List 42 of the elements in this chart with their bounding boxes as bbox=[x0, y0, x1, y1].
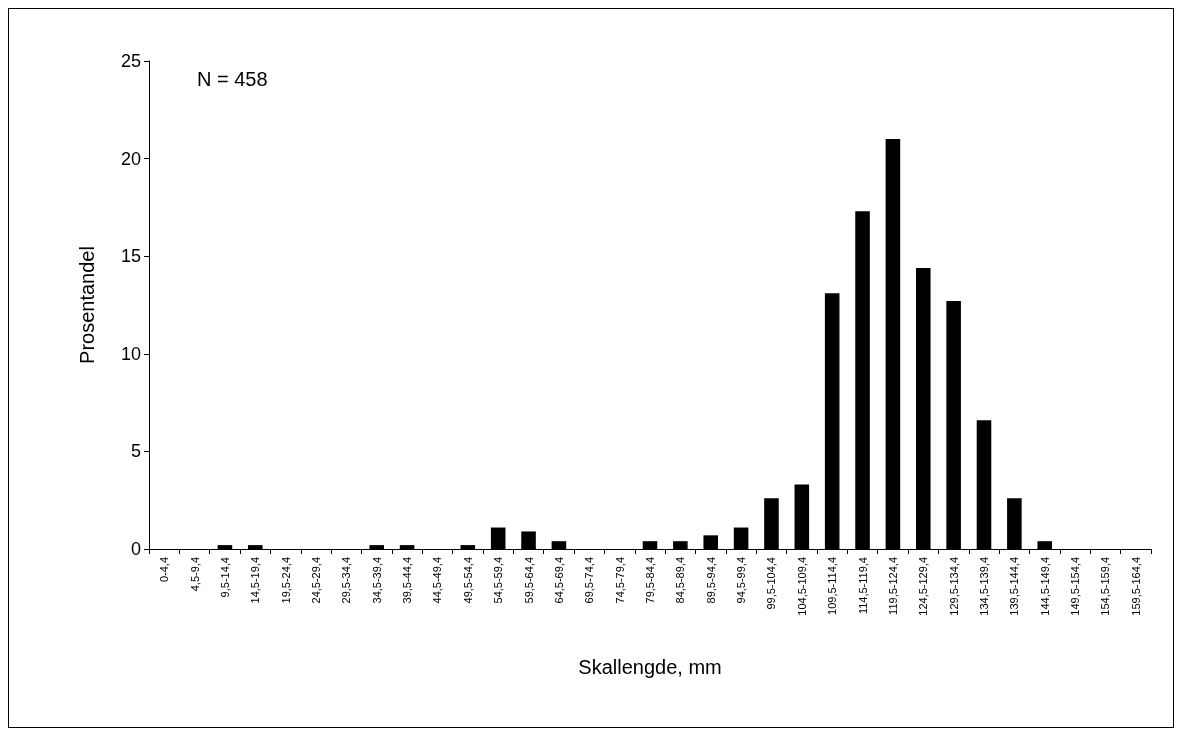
x-tick-label: 99,5-104,4 bbox=[765, 557, 778, 610]
annotation: N = 458 bbox=[197, 68, 268, 90]
x-tick-label: 79,5-84,4 bbox=[644, 557, 656, 604]
y-tick-label: 10 bbox=[120, 343, 141, 364]
x-tick-label: 4,5-9,4 bbox=[188, 557, 201, 592]
x-tick-label: 104,5-109,4 bbox=[795, 557, 808, 616]
x-tick-label: 149,5-154,4 bbox=[1069, 557, 1082, 616]
y-tick-label: 0 bbox=[130, 539, 141, 559]
x-tick-label: 14,5-19,4 bbox=[249, 557, 262, 604]
x-tick-label: 34,5-39,4 bbox=[370, 557, 383, 604]
x-axis-title: Skallengde, mm bbox=[578, 656, 722, 678]
y-tick-label: 5 bbox=[130, 441, 141, 462]
x-tick-label: 154,5-159,4 bbox=[1099, 557, 1112, 616]
x-tick-label: 39,5-44,4 bbox=[401, 557, 414, 604]
x-tick-label: 49,5-54,4 bbox=[461, 557, 474, 604]
x-tick-label: 19,5-24,4 bbox=[279, 557, 292, 604]
x-tick-label: 159,5-164,4 bbox=[1129, 557, 1142, 616]
x-tick-label: 74,5-79,4 bbox=[613, 557, 626, 604]
x-tick-label: 24,5-29,4 bbox=[310, 557, 322, 604]
x-tick-label: 9,5-14,4 bbox=[218, 557, 231, 598]
y-tick-label: 15 bbox=[120, 246, 141, 267]
y-tick-label: 20 bbox=[120, 148, 141, 169]
y-tick-label: 25 bbox=[120, 51, 141, 71]
x-tick-label: 114,5-119,4 bbox=[856, 557, 869, 615]
x-tick-label: 129,5-134,4 bbox=[947, 557, 960, 616]
x-tick-label: 84,5-89,4 bbox=[674, 557, 687, 604]
x-tick-label: 69,5-74,4 bbox=[583, 557, 596, 604]
x-tick-label: 134,5-139,4 bbox=[978, 557, 990, 616]
x-tick-label: 109,5-114,4 bbox=[826, 557, 839, 615]
x-tick-label: 64,5-69,4 bbox=[552, 557, 565, 604]
x-tick-label: 89,5-94,4 bbox=[704, 557, 717, 604]
x-tick-label: 54,5-59,4 bbox=[492, 557, 505, 604]
x-tick-label: 119,5-124,4 bbox=[886, 557, 899, 615]
y-axis-title: Prosentandel bbox=[76, 246, 98, 364]
x-tick-label: 44,5-49,4 bbox=[431, 557, 444, 604]
x-tick-label: 124,5-129,4 bbox=[917, 557, 930, 616]
x-tick-label: 29,5-34,4 bbox=[340, 557, 353, 604]
x-tick-label: 59,5-64,4 bbox=[522, 557, 535, 604]
x-tick-label: 144,5-149,4 bbox=[1038, 557, 1051, 616]
x-tick-label: 94,5-99,4 bbox=[735, 557, 748, 604]
x-tick-label: 139,5-144,4 bbox=[1008, 557, 1021, 616]
x-tick-label: 0-4,4 bbox=[158, 557, 171, 583]
